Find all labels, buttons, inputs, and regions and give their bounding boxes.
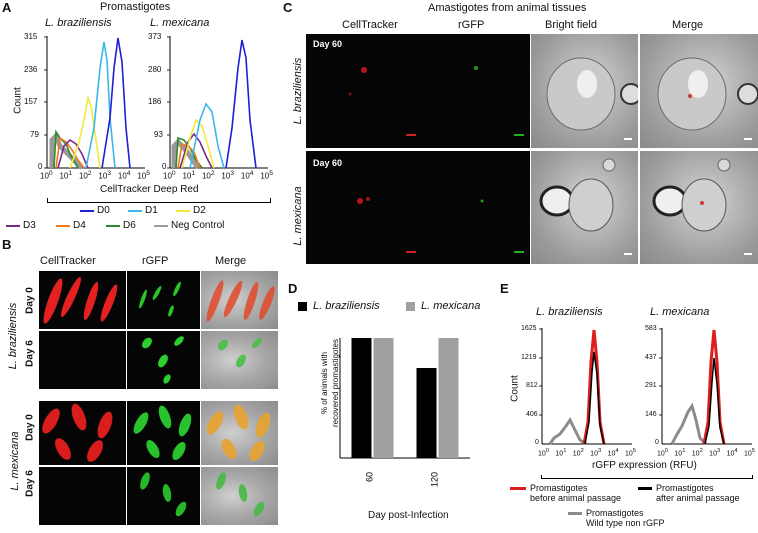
legend-item-d4: D4	[56, 220, 86, 231]
legend-item-d6: D6	[106, 220, 136, 231]
a-right-ytick: 0	[162, 162, 167, 171]
e-legend-wildtype: Promastigotes Wild type non rGFP	[568, 508, 665, 528]
c-species-mexicana: L. mexicana	[292, 186, 304, 246]
b-image-mex-d0-rgfp	[127, 401, 200, 465]
e-right-ytick: 146	[645, 411, 657, 418]
panel-a-species-right: L. mexicana	[150, 17, 210, 29]
panel-e-letter: E	[500, 281, 509, 296]
e-left-xticks: 100 101 102 103 104 105	[538, 448, 636, 458]
e-right-ytick: 0	[655, 439, 659, 446]
panel-a-histograms	[44, 36, 268, 170]
a-right-ytick: 93	[154, 130, 163, 139]
bar-60-0	[351, 338, 372, 458]
b-image-brazil-d6-rgfp	[127, 331, 200, 389]
b-day-label: Day 0	[24, 414, 36, 441]
a-left-ytick: 315	[24, 32, 38, 41]
d-legend-swatch-gray	[406, 301, 415, 311]
d-xlabel: Day post-Infection	[368, 510, 449, 521]
c-image-brazil-brightfield	[531, 34, 638, 148]
e-legend-before: Promastigotes before animal passage	[510, 483, 621, 503]
b-species-brazil: L. braziliensis	[7, 302, 19, 370]
b-col-celltracker: CellTracker	[40, 255, 96, 267]
b-image-mex-d0-celltracker	[39, 401, 126, 465]
e-species-right: L. mexicana	[650, 306, 710, 318]
c-image-mex-merge	[640, 151, 758, 264]
b-image-brazil-d6-celltracker	[39, 331, 126, 389]
b-image-brazil-d6-merge	[201, 331, 278, 389]
b-image-mex-d6-celltracker	[39, 467, 126, 525]
panel-d-letter: D	[288, 281, 298, 296]
panel-c-title: Amastigotes from animal tissues	[428, 2, 587, 14]
legend-item-d3: D3	[6, 220, 36, 231]
c-col-bright-field: Bright field	[545, 19, 597, 31]
b-day-label: Day 6	[24, 470, 36, 497]
bar-120-1	[438, 338, 459, 458]
c-col-rgfp: rGFP	[458, 19, 485, 31]
e-right-ytick: 437	[645, 354, 657, 361]
b-day-label: Day 0	[24, 287, 36, 314]
e-left-ytick: 1625	[521, 325, 537, 332]
e-legend-after: Promastigotes after animal passage	[638, 483, 740, 503]
c-image-mex-brightfield	[531, 151, 638, 264]
e-right-ytick: 291	[645, 382, 657, 389]
a-right-ytick: 373	[148, 32, 162, 41]
legend-item-neg-control: Neg Control	[154, 220, 224, 231]
b-image-mex-d0-merge	[201, 401, 278, 465]
b-image-mex-d6-rgfp	[127, 467, 200, 525]
a-left-ytick: 0	[38, 162, 43, 171]
legend-item-d0: D0	[80, 205, 110, 216]
c-image-mex-celltracker: Day 60	[306, 151, 530, 264]
e-left-ytick: 1219	[521, 354, 537, 361]
c-day-label: Day 60	[313, 39, 343, 49]
b-day-label: Day 6	[24, 340, 36, 367]
legend-item-d2: D2	[176, 205, 206, 216]
e-left-ytick: 812	[526, 382, 538, 389]
b-col-merge: Merge	[215, 255, 247, 267]
e-histograms	[539, 328, 752, 446]
d-legend-mexicana: L. mexicana	[406, 300, 480, 312]
e-xlabel-bracket	[541, 475, 753, 479]
a-legend: D0 D1 D2 D3 D4 D6 Neg Control	[0, 205, 270, 235]
e-species-left: L. braziliensis	[536, 306, 603, 318]
e-left-ytick: 406	[526, 411, 538, 418]
b-image-brazil-d0-celltracker	[39, 271, 126, 329]
e-right-xticks: 100 101 102 103 104 105	[657, 448, 755, 458]
category-label: 60	[365, 472, 375, 482]
category-label: 120	[430, 472, 440, 487]
b-col-rgfp: rGFP	[142, 255, 169, 267]
c-image-brazil-celltracker: Day 60	[306, 34, 530, 148]
a-right-ytick: 186	[148, 97, 162, 106]
e-right-ytick: 583	[645, 325, 657, 332]
panel-c-letter: C	[283, 0, 293, 15]
legend-item-d1: D1	[128, 205, 158, 216]
c-image-brazil-merge	[640, 34, 758, 148]
panel-a-species-left: L. braziliensis	[45, 17, 112, 29]
b-image-mex-d6-merge	[201, 467, 278, 525]
c-day-label: Day 60	[313, 158, 343, 168]
a-left-ytick: 157	[24, 97, 38, 106]
d-bar-chart: 60 120	[339, 338, 470, 487]
e-left-ytick: 0	[535, 439, 539, 446]
a-xlabel-bracket	[47, 198, 271, 203]
a-xlabel: CellTracker Deep Red	[100, 184, 199, 195]
d-legend-swatch-black	[298, 301, 307, 311]
a-left-xticks: 100 101 102 103 104 105	[40, 170, 150, 181]
c-species-brazil: L. braziliensis	[292, 57, 304, 125]
c-col-celltracker: CellTracker	[342, 19, 398, 31]
bar-120-0	[416, 368, 437, 458]
b-image-brazil-d0-merge	[201, 271, 278, 329]
a-left-ytick: 236	[24, 65, 38, 74]
panel-a-letter: A	[2, 0, 12, 15]
bar-60-1	[373, 338, 394, 458]
panel-b-letter: B	[2, 237, 12, 252]
e-xlabel: rGFP expression (RFU)	[592, 460, 697, 471]
c-col-merge: Merge	[672, 19, 704, 31]
panel-a-title: Promastigotes	[100, 1, 171, 13]
a-right-xticks: 100 101 102 103 104 105	[163, 170, 273, 181]
a-left-ytick: 79	[30, 130, 39, 139]
b-image-brazil-d0-rgfp	[127, 271, 200, 329]
b-species-mexicana: L. mexicana	[9, 431, 21, 491]
d-legend-brazil: L. braziliensis	[298, 300, 380, 312]
a-right-ytick: 280	[148, 65, 162, 74]
